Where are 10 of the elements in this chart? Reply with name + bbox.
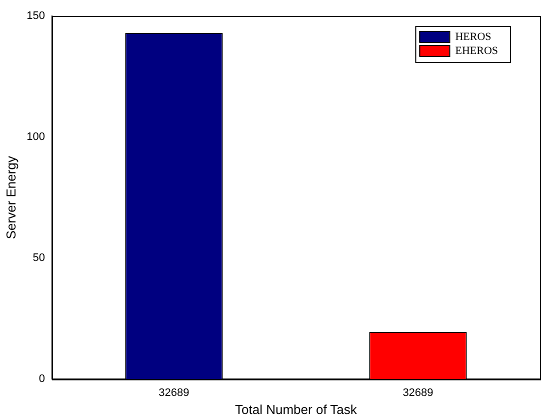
y-axis-title: Server Energy bbox=[3, 156, 18, 240]
y-tick-label: 150 bbox=[26, 10, 45, 22]
y-tick-label: 50 bbox=[32, 252, 45, 264]
legend-label: EHEROS bbox=[455, 44, 498, 57]
x-tick-label: 32689 bbox=[158, 386, 190, 399]
y-tick-label: 100 bbox=[26, 131, 45, 144]
legend-label: HEROS bbox=[455, 30, 492, 43]
y-tick-label: 0 bbox=[38, 373, 45, 386]
x-axis-title: Total Number of Task bbox=[235, 402, 358, 417]
x-tick-label: 32689 bbox=[402, 386, 434, 399]
